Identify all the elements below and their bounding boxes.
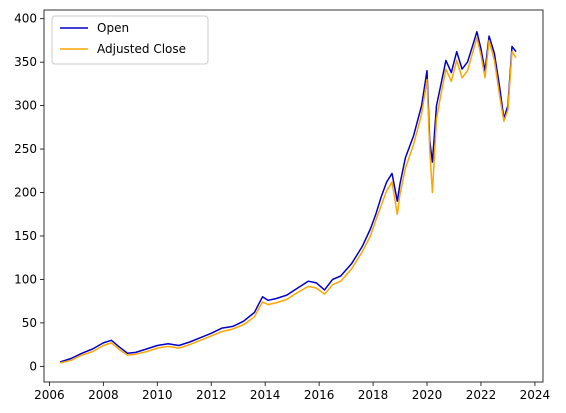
x-tick-label: 2022 [466, 388, 497, 402]
x-tick-label: 2010 [142, 388, 173, 402]
x-tick-label: 2018 [358, 388, 389, 402]
x-tick-label: 2020 [412, 388, 443, 402]
x-tick-label: 2008 [88, 388, 119, 402]
legend-label-adjusted-close: Adjusted Close [97, 42, 186, 56]
y-tick-label: 300 [14, 99, 37, 113]
series-line-open [59, 30, 517, 363]
y-tick-label: 200 [14, 186, 37, 200]
y-tick-label: 0 [29, 359, 37, 373]
x-axis: 2006 2008 2010 2012 2014 2016 2018 2020 2022 2024 [34, 382, 550, 402]
legend-box [51, 15, 209, 65]
series-layer [59, 30, 517, 364]
series-line-adjusted-close [60, 37, 517, 364]
y-tick-label: 250 [14, 142, 37, 156]
y-tick-label: 100 [14, 272, 37, 286]
legend-label-open: Open [97, 21, 129, 35]
x-tick-label: 2012 [196, 388, 227, 402]
x-tick-label: 2016 [304, 388, 335, 402]
y-tick-label: 400 [14, 12, 37, 26]
y-tick-label: 350 [14, 55, 37, 69]
y-tick-label: 50 [22, 316, 37, 330]
plot-frame [43, 9, 544, 383]
x-tick-label: 2024 [520, 388, 551, 402]
y-axis: 0 50 100 150 200 250 300 350 400 [14, 12, 44, 373]
x-tick-label: 2014 [250, 388, 281, 402]
y-tick-label: 150 [14, 229, 37, 243]
legend: Open Adjusted Close [51, 15, 209, 65]
x-tick-label: 2006 [34, 388, 65, 402]
